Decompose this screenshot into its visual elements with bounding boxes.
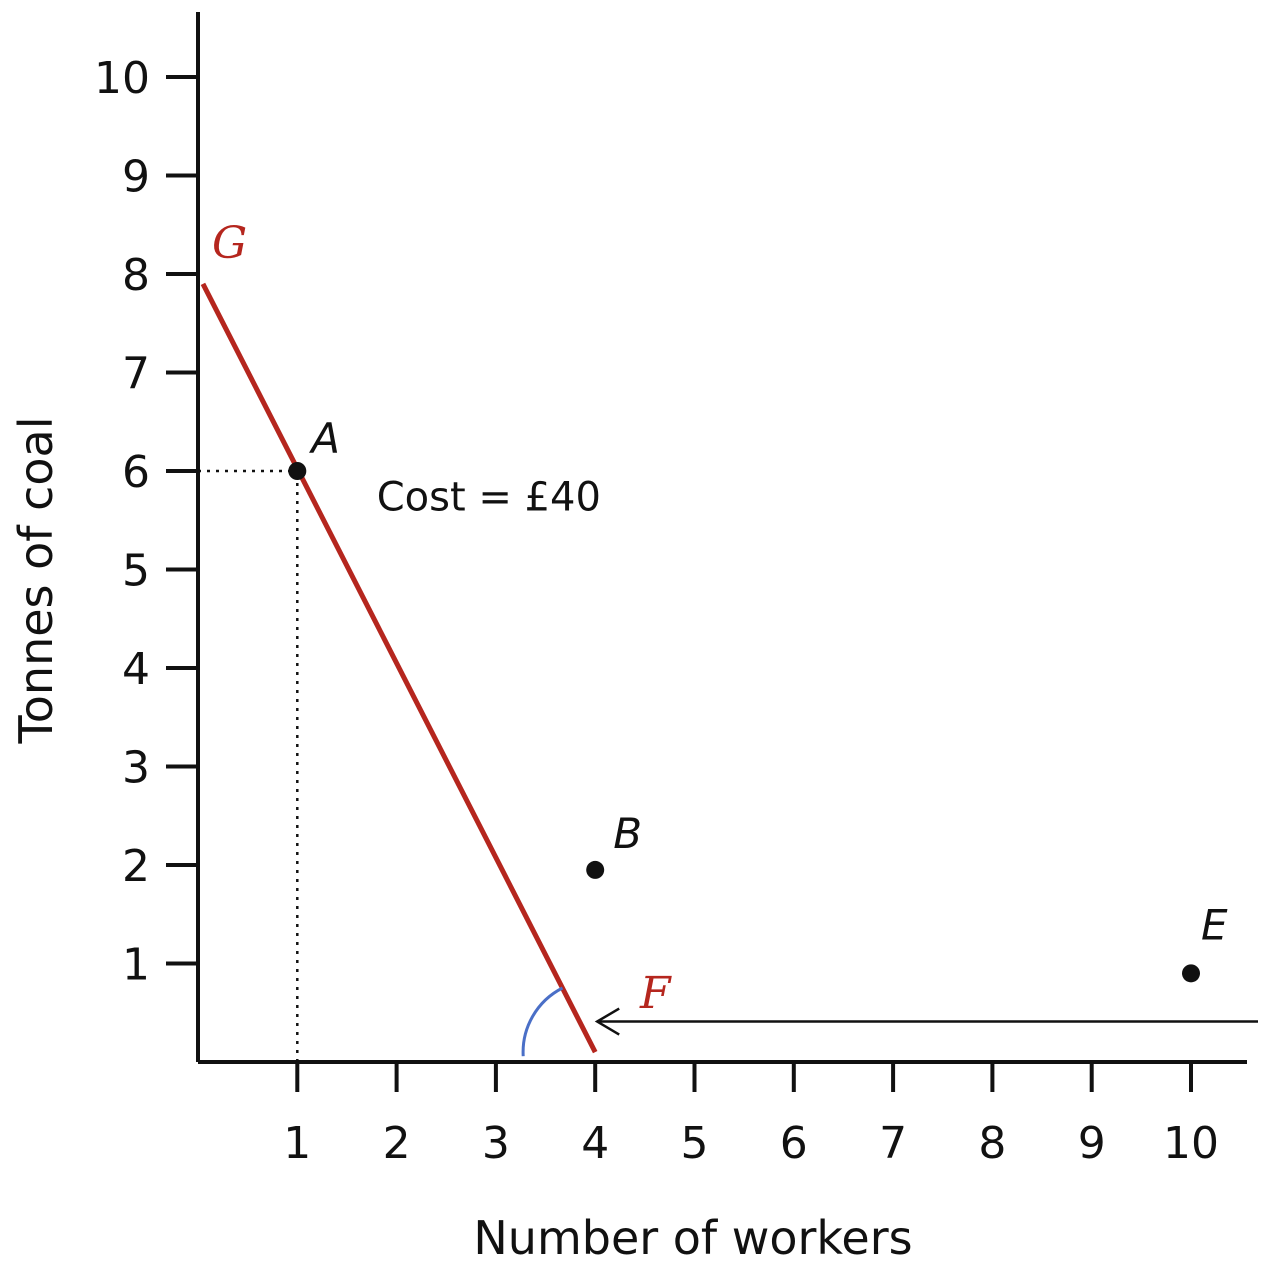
y-tick-label: 8 [122, 250, 150, 301]
y-tick-label: 5 [122, 546, 150, 597]
x-tick-label: 9 [1078, 1118, 1106, 1169]
chart-labels: Number of workers Tonnes of coal G F A B E Cost… [9, 218, 1228, 1265]
y-tick-label: 9 [122, 152, 150, 203]
x-tick-label: 2 [383, 1118, 411, 1169]
point-b [586, 860, 605, 879]
arrow-head [594, 1007, 620, 1036]
y-tick-label: 1 [122, 940, 150, 991]
axes: 1 2 3 4 5 6 7 8 9 10 1 2 3 4 5 6 7 8 9 10 [94, 12, 1247, 1169]
x-tick-label: 3 [482, 1118, 510, 1169]
point-a [288, 462, 307, 480]
y-tick-label: 6 [122, 447, 150, 498]
y-tick-label: 10 [94, 53, 150, 104]
point-e [1182, 964, 1200, 983]
line-label-f: F [639, 968, 672, 1019]
x-tick-label: 7 [879, 1118, 907, 1169]
y-axis-title: Tonnes of coal [9, 417, 63, 745]
guide-lines [198, 469, 299, 1062]
y-tick-label: 3 [122, 743, 150, 794]
point-label-b: B [613, 809, 642, 858]
x-axis-title: Number of workers [473, 1211, 912, 1265]
cost-annotation: Cost = £40 [377, 474, 601, 520]
y-tick-label: 4 [122, 644, 150, 695]
y-tick-label: 2 [122, 841, 150, 892]
y-tick-label: 7 [122, 349, 150, 400]
point-label-a: A [308, 414, 340, 463]
chart-marks [200, 282, 1258, 1057]
isocost-line [200, 282, 598, 1054]
x-tick-label: 4 [581, 1118, 609, 1169]
line-label-g: G [212, 218, 247, 269]
x-tick-label: 10 [1163, 1118, 1219, 1169]
x-tick-label: 6 [780, 1118, 808, 1169]
angle-arc [521, 986, 564, 1057]
x-tick-label: 1 [283, 1118, 311, 1169]
x-tick-label: 8 [978, 1118, 1006, 1169]
point-label-e: E [1201, 900, 1228, 949]
x-tick-label: 5 [681, 1118, 709, 1169]
